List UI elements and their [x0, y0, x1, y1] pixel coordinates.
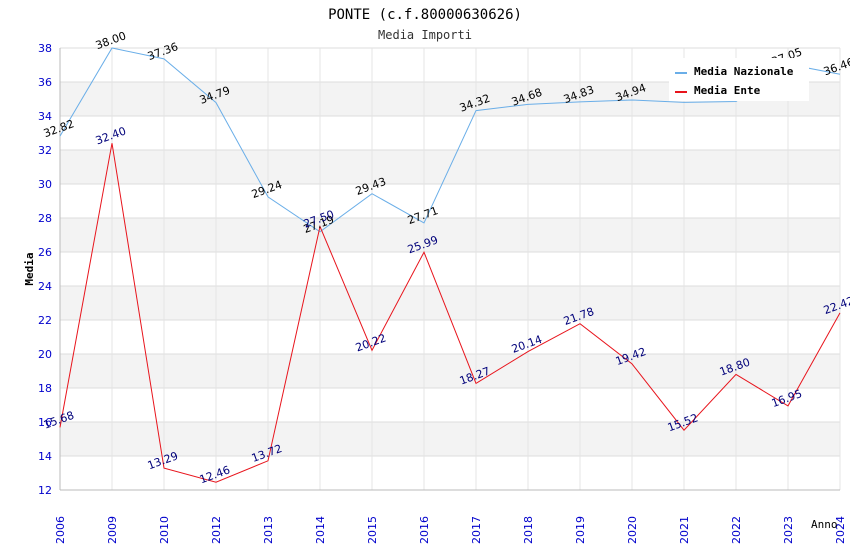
data-label: 16.95: [770, 387, 804, 410]
x-tick-label: 2009: [106, 516, 119, 544]
y-tick-label: 34: [38, 110, 52, 123]
y-tick-label: 16: [38, 416, 52, 429]
y-tick-label: 20: [38, 348, 52, 361]
x-tick-label: 2024: [834, 516, 847, 544]
y-tick-label: 30: [38, 178, 52, 191]
chart-title: PONTE (c.f.80000630626): [328, 7, 522, 23]
x-axis-label: Anno: [811, 518, 838, 531]
grid-band: [60, 354, 840, 388]
grid-band: [60, 218, 840, 252]
background-bands: [60, 82, 840, 456]
legend-label-ente: Media Ente: [694, 84, 761, 97]
x-tick-label: 2006: [54, 516, 67, 544]
x-tick-label: 2023: [782, 516, 795, 544]
chart-subtitle: Media Importi: [378, 28, 472, 42]
x-tick-label: 2015: [366, 516, 379, 544]
x-tick-label: 2017: [470, 516, 483, 544]
data-label: 38.00: [94, 29, 128, 52]
y-tick-label: 26: [38, 246, 52, 259]
x-tick-label: 2021: [678, 516, 691, 544]
y-tick-label: 38: [38, 42, 52, 55]
series-line-ente: [59, 143, 841, 483]
legend: Media Nazionale Media Ente: [669, 58, 809, 101]
data-label: 36.46: [822, 55, 850, 78]
x-tick-labels: 2006 2009 2010 2012 2013 2014 2015 2016 2017 2018…: [54, 516, 847, 544]
data-label: 12.46: [198, 463, 232, 486]
legend-label-nazionale: Media Nazionale: [694, 65, 794, 78]
x-tick-label: 2012: [210, 516, 223, 544]
data-label: 32.40: [94, 124, 128, 147]
y-tick-label: 24: [38, 280, 52, 293]
series-line-nazionale: [59, 47, 841, 233]
y-tick-label: 12: [38, 484, 52, 497]
y-tick-label: 14: [38, 450, 52, 463]
y-tick-labels: 12 14 16 18 20 22 24 26 28 30 32 34 36 38: [38, 42, 52, 497]
y-tick-label: 36: [38, 76, 52, 89]
series-lines: [59, 47, 841, 483]
x-tick-label: 2022: [730, 516, 743, 544]
legend-box: [669, 58, 809, 101]
x-tick-label: 2013: [262, 516, 275, 544]
x-tick-label: 2020: [626, 516, 639, 544]
y-tick-label: 28: [38, 212, 52, 225]
y-tick-label: 22: [38, 314, 52, 327]
grid-band: [60, 286, 840, 320]
x-tick-label: 2016: [418, 516, 431, 544]
y-axis-label: Media: [23, 252, 36, 285]
data-label: 37.36: [146, 40, 180, 63]
y-tick-label: 18: [38, 382, 52, 395]
grid-band: [60, 422, 840, 456]
x-tick-label: 2018: [522, 516, 535, 544]
y-tick-label: 32: [38, 144, 52, 157]
x-tick-label: 2010: [158, 516, 171, 544]
x-tick-label: 2019: [574, 516, 587, 544]
x-tick-label: 2014: [314, 516, 327, 544]
data-label: 20.22: [354, 331, 388, 354]
